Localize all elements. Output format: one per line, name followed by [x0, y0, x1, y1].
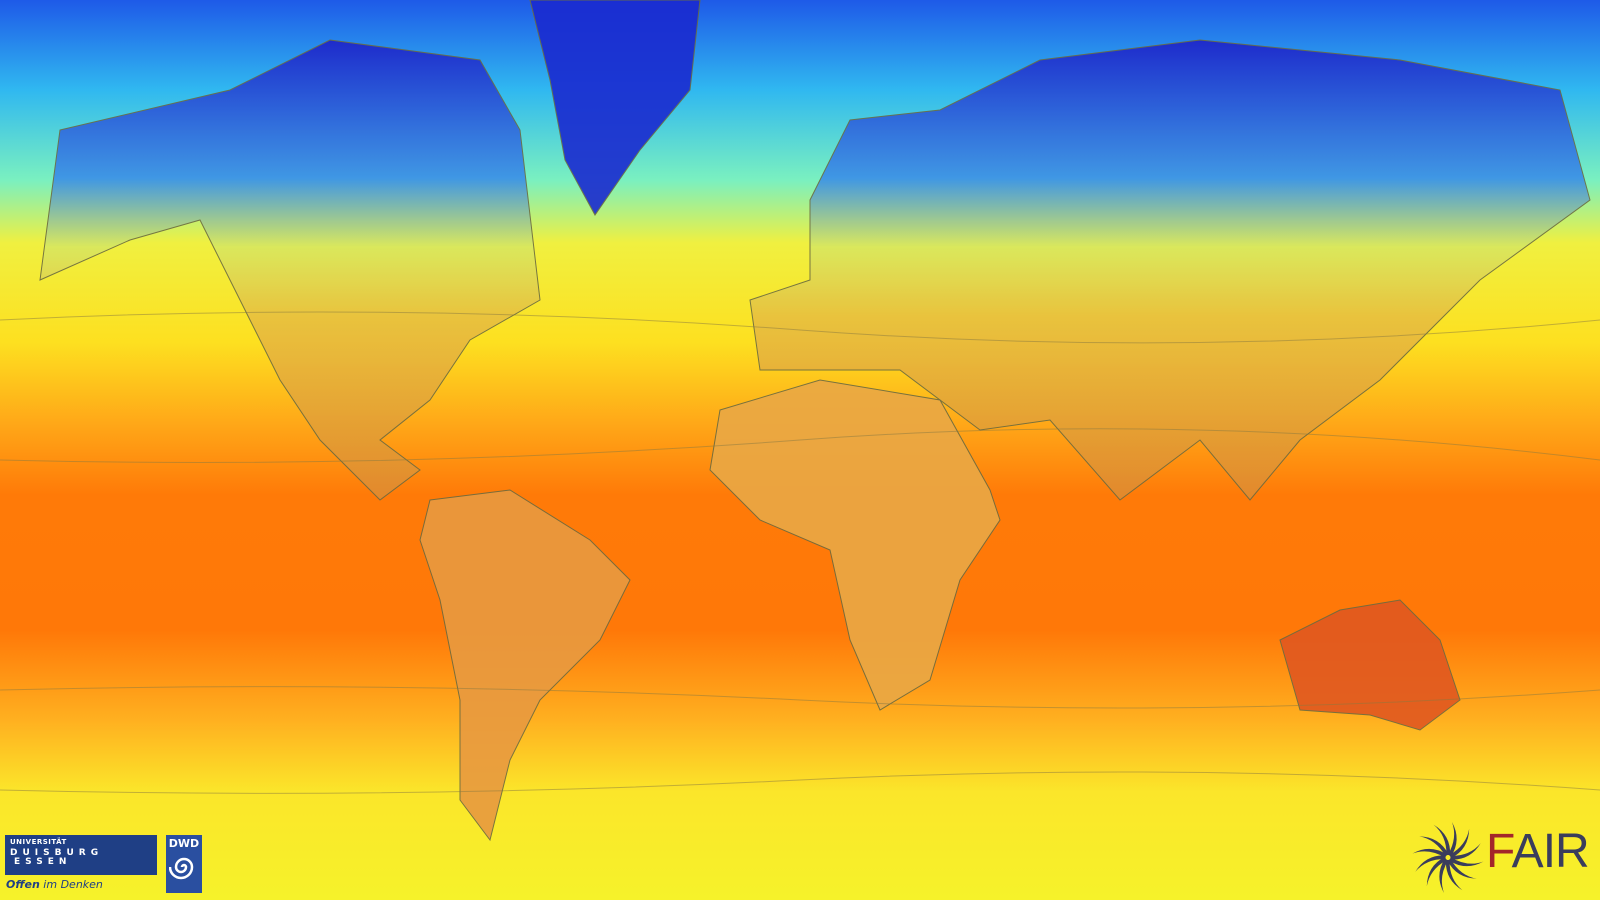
logo-text: UNIVERSITÄT	[10, 838, 67, 846]
greenland	[529, 0, 701, 216]
isotherm-lines	[0, 311, 1600, 794]
logo-text: ESSEN	[14, 857, 72, 867]
slogan-bold: Offen	[6, 878, 40, 891]
australia	[1279, 599, 1461, 731]
slogan-rest: im Denken	[39, 878, 103, 891]
south-america	[419, 489, 631, 842]
dwd-logo: DWD	[166, 835, 202, 893]
ude-slogan: Offen im Denken	[6, 878, 103, 891]
fair-rest: AIR	[1511, 825, 1590, 878]
logo-text: DUISBURG	[10, 848, 104, 858]
fair-logo: FAIR	[1410, 820, 1600, 895]
university-duisburg-essen-logo: UNIVERSITÄT DUISBURG ESSEN	[5, 835, 157, 875]
dwd-text: DWD	[168, 837, 200, 850]
europe-asia	[749, 39, 1591, 501]
spiral-icon	[168, 857, 194, 880]
swirl-icon	[1412, 821, 1484, 894]
north-america	[39, 39, 541, 501]
fair-text: FAIR	[1486, 824, 1590, 879]
africa	[709, 379, 1001, 711]
fair-f: F	[1486, 825, 1513, 878]
